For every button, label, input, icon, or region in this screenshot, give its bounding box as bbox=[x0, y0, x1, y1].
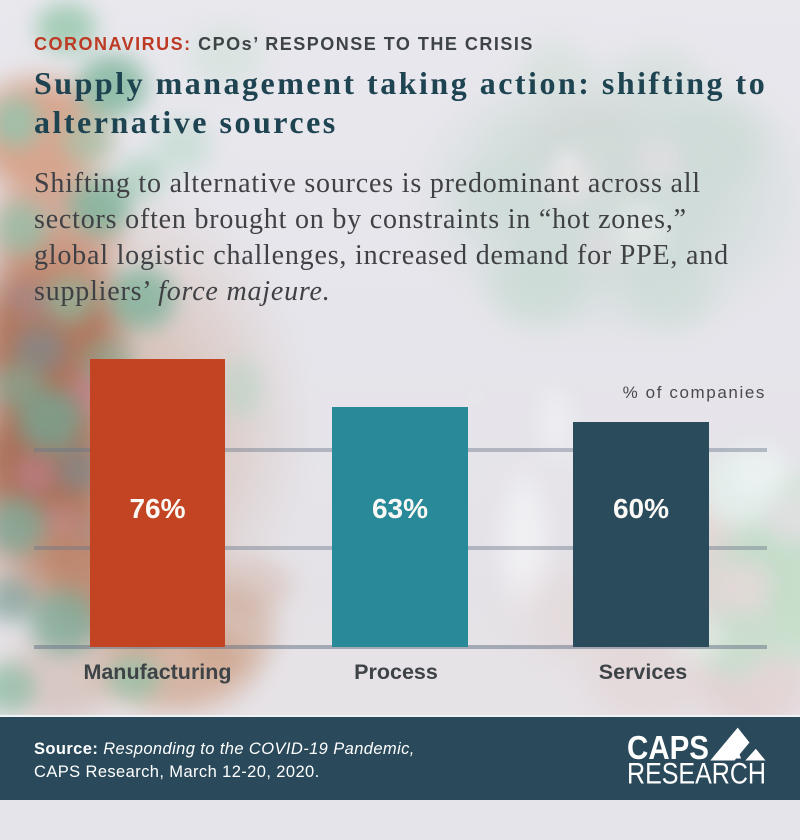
svg-text:CAPS: CAPS bbox=[627, 729, 709, 766]
svg-text:RESEARCH: RESEARCH bbox=[627, 758, 766, 788]
